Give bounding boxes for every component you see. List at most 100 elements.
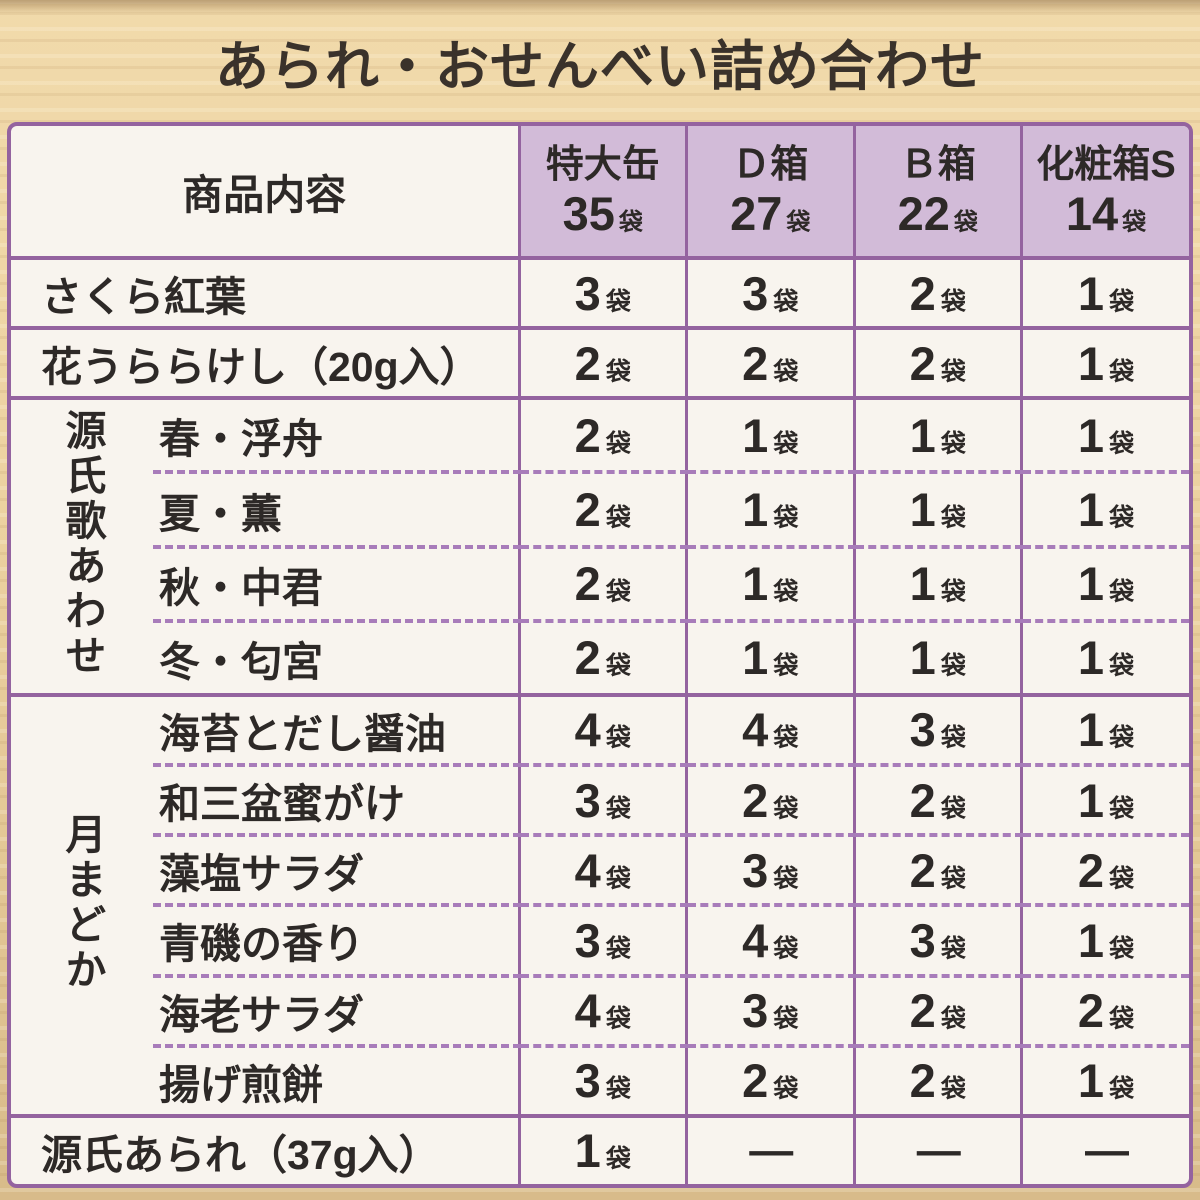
count-number: 2 [574, 408, 601, 462]
count-unit: 袋 [773, 504, 799, 533]
count-number: 1 [1077, 1054, 1105, 1108]
group-label: 月まどか [11, 692, 153, 1116]
product-label: 海苔とだし醤油 [153, 692, 519, 766]
count-unit: 袋 [1109, 1005, 1135, 1034]
count-unit: 袋 [940, 794, 966, 823]
product-table-body: さくら紅葉 3 袋 3 袋 2 袋 1 袋花うららけし（20g入） 2 袋 2 袋 2 袋 1 袋源氏歌あわせ春… [11, 255, 1189, 1184]
dash-placeholder: — [749, 1125, 793, 1175]
count-unit: 袋 [605, 578, 631, 607]
count-unit: 袋 [940, 578, 966, 607]
count-number: 2 [742, 336, 769, 390]
count-number: 2 [909, 266, 936, 320]
count-unit: 袋 [773, 794, 799, 823]
table-row: 青磯の香り 3 袋 4 袋 3 袋 1 袋 [11, 903, 1189, 976]
count-number: 3 [574, 773, 601, 827]
count-unit: 袋 [605, 794, 631, 823]
column-name: 特大缶 [545, 144, 660, 187]
count-cell: — [685, 1113, 854, 1184]
product-label: 藻塩サラダ [153, 833, 519, 906]
count-number: 1 [909, 483, 936, 537]
table-row: 花うららけし（20g入） 2 袋 2 袋 2 袋 1 袋 [11, 326, 1189, 399]
table-row: 藻塩サラダ 4 袋 3 袋 2 袋 2 袋 [11, 833, 1189, 906]
product-label: さくら紅葉 [11, 255, 519, 329]
count-number: 4 [574, 984, 601, 1038]
count-number: 2 [1077, 984, 1105, 1038]
count-number: 2 [574, 557, 601, 611]
count-number: 1 [1077, 913, 1105, 967]
count-number: 1 [909, 408, 936, 462]
count-number: 2 [574, 483, 601, 537]
product-label: 冬・匂宮 [153, 618, 519, 695]
count-unit: 袋 [1109, 652, 1135, 681]
count-number: 2 [1077, 843, 1105, 897]
column-count-number: 14 [1065, 186, 1119, 240]
count-unit: 袋 [773, 287, 799, 316]
product-label: 秋・中君 [153, 544, 519, 621]
column-count-unit: 袋 [786, 208, 811, 236]
count-unit: 袋 [940, 652, 966, 681]
column-name: Ｂ箱 [899, 144, 976, 187]
count-unit: 袋 [773, 578, 799, 607]
count-number: 2 [909, 984, 936, 1038]
count-number: 1 [742, 557, 769, 611]
column-header-tokudaikan: 特大缶 35 袋 [517, 126, 687, 260]
count-number: 2 [742, 773, 769, 827]
count-number: 4 [574, 703, 601, 757]
count-unit: 袋 [1109, 724, 1135, 753]
count-number: 1 [742, 483, 769, 537]
count-unit: 袋 [773, 934, 799, 963]
count-unit: 袋 [940, 864, 966, 893]
column-count: 22 袋 [856, 188, 1021, 238]
table-row: 月まどか 海苔とだし醤油 4 袋 4 袋 3 袋 1 袋 [11, 692, 1189, 1116]
count-number: 4 [742, 913, 769, 967]
count-number: 3 [742, 984, 769, 1038]
table-row: 源氏歌あわせ 春・浮舟 2 袋 1 袋 1 袋 1 袋 [11, 396, 1189, 695]
count-unit: 袋 [1109, 504, 1135, 533]
product-label: 揚げ煎餅 [153, 1043, 519, 1116]
count-number: 2 [574, 336, 601, 390]
count-unit: 袋 [605, 357, 631, 386]
count-unit: 袋 [1109, 864, 1135, 893]
count-unit: 袋 [1109, 578, 1135, 607]
group-label: 源氏歌あわせ [11, 396, 153, 695]
table-row: 秋・中君 2 袋 1 袋 1 袋 1 袋 [11, 544, 1189, 621]
count-number: 1 [1077, 703, 1105, 757]
count-number: 1 [1077, 483, 1105, 537]
column-count-unit: 袋 [618, 208, 643, 236]
column-count: 35 袋 [521, 188, 686, 238]
count-unit: 袋 [605, 934, 631, 963]
product-label: 春・浮舟 [153, 396, 519, 473]
dash-placeholder: — [916, 1125, 961, 1175]
count-number: 3 [742, 266, 769, 320]
count-number: 1 [1077, 557, 1105, 611]
count-number: 3 [574, 1054, 601, 1108]
product-table-wrap: 商品内容 特大缶 35 袋 Ｄ箱 27 袋 Ｂ箱 22 袋 化粧箱S [7, 122, 1193, 1188]
count-number: 4 [574, 843, 601, 897]
count-number: 1 [909, 557, 936, 611]
table-row: 冬・匂宮 2 袋 1 袋 1 袋 1 袋 [11, 618, 1189, 695]
count-unit: 袋 [1109, 794, 1135, 823]
count-number: 3 [909, 703, 936, 757]
count-unit: 袋 [605, 1145, 631, 1174]
count-unit: 袋 [605, 652, 631, 681]
